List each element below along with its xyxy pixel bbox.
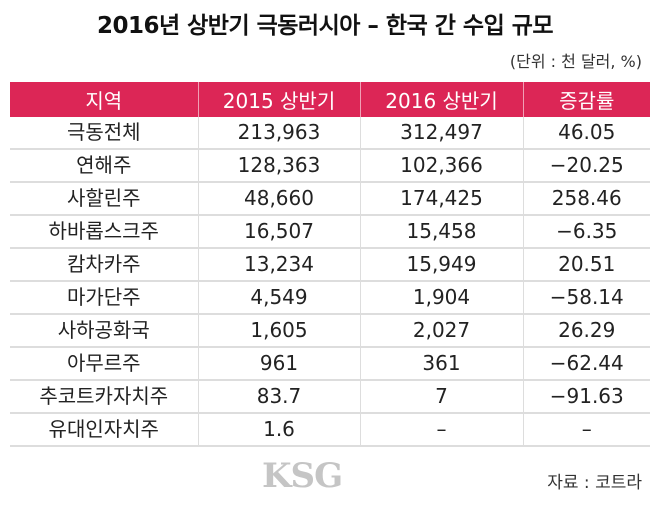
- table-row: 사하공화국 1,605 2,027 26.29: [10, 314, 650, 348]
- table-cell: 174,425: [359, 182, 523, 216]
- watermark-logo: KSG: [262, 456, 343, 496]
- table-cell: 1,605: [197, 314, 360, 348]
- table-cell: 추코트카자치주: [10, 380, 198, 414]
- page-title: 2016년 상반기 극동러시아 – 한국 간 수입 규모: [96, 13, 554, 39]
- table-cell: −20.25: [522, 149, 650, 183]
- table-cell: 128,363: [197, 149, 360, 183]
- table-cell: 4,549: [197, 281, 360, 315]
- table-cell: 마가단주: [10, 281, 198, 315]
- table-row: 캄차카주 13,234 15,949 20.51: [10, 248, 650, 282]
- table-cell: 캄차카주: [10, 248, 198, 282]
- table-cell: −62.44: [522, 347, 650, 381]
- table-cell: 312,497: [359, 117, 523, 150]
- table-row: 추코트카자치주 83.7 7 −91.63: [10, 380, 650, 414]
- table-row: 아무르주 961 361 −62.44: [10, 347, 650, 381]
- table-cell: −91.63: [522, 380, 650, 414]
- column-header: 증감률: [522, 82, 650, 117]
- table-cell: 961: [197, 347, 360, 381]
- table-row: 유대인자치주 1.6– –: [10, 413, 650, 447]
- table-cell: 7: [359, 380, 523, 414]
- column-header: 2015 상반기: [197, 82, 360, 117]
- table-cell: 15,949: [359, 248, 523, 282]
- table-cell: 13,234: [197, 248, 360, 282]
- table-cell: −6.35: [522, 215, 650, 249]
- table-row: 마가단주 4,549 1,904 −58.14: [10, 281, 650, 315]
- table-row: 하바롭스크주 16,507 15,458 −6.35: [10, 215, 650, 249]
- table-cell: 사하공화국: [10, 314, 198, 348]
- column-header: 지역: [10, 82, 198, 117]
- table-header-row: 지역 2015 상반기 2016 상반기 증감률: [10, 82, 650, 117]
- table-cell: 16,507: [197, 215, 360, 249]
- table-cell: 1,904: [359, 281, 523, 315]
- table-cell: 사할린주: [10, 182, 198, 216]
- table-cell: 26.29: [522, 314, 650, 348]
- unit-note: (단위 : 천 달러, %): [509, 52, 642, 71]
- table-cell: 83.7: [197, 380, 360, 414]
- import-table: 지역 2015 상반기 2016 상반기 증감률 극동전체 213,963 312,497…: [10, 82, 650, 447]
- table-cell: 258.46: [522, 182, 650, 216]
- table-cell: 연해주: [10, 149, 198, 183]
- column-header: 2016 상반기: [359, 82, 523, 117]
- table-row: 사할린주 48,660 174,425 258.46: [10, 182, 650, 216]
- table-cell: 213,963: [197, 117, 360, 150]
- table-cell: 하바롭스크주: [10, 215, 198, 249]
- table-cell: 48,660: [197, 182, 360, 216]
- table-cell: 46.05: [522, 117, 650, 150]
- table-row: 연해주 128,363 102,366 −20.25: [10, 149, 650, 183]
- table-row: 극동전체 213,963 312,497 46.05: [10, 117, 650, 150]
- table-cell: 1.6: [197, 413, 360, 447]
- table-cell: 2,027: [359, 314, 523, 348]
- table-cell: –: [359, 413, 523, 447]
- table-cell: –: [522, 413, 650, 447]
- table-cell: 극동전체: [10, 117, 198, 150]
- table-cell: 아무르주: [10, 347, 198, 381]
- table-cell: 102,366: [359, 149, 523, 183]
- table-cell: 20.51: [522, 248, 650, 282]
- table-cell: −58.14: [522, 281, 650, 315]
- table-cell: 유대인자치주: [10, 413, 198, 447]
- table-cell: 361: [359, 347, 523, 381]
- source-note: 자료 : 코트라: [547, 473, 642, 493]
- table-cell: 15,458: [359, 215, 523, 249]
